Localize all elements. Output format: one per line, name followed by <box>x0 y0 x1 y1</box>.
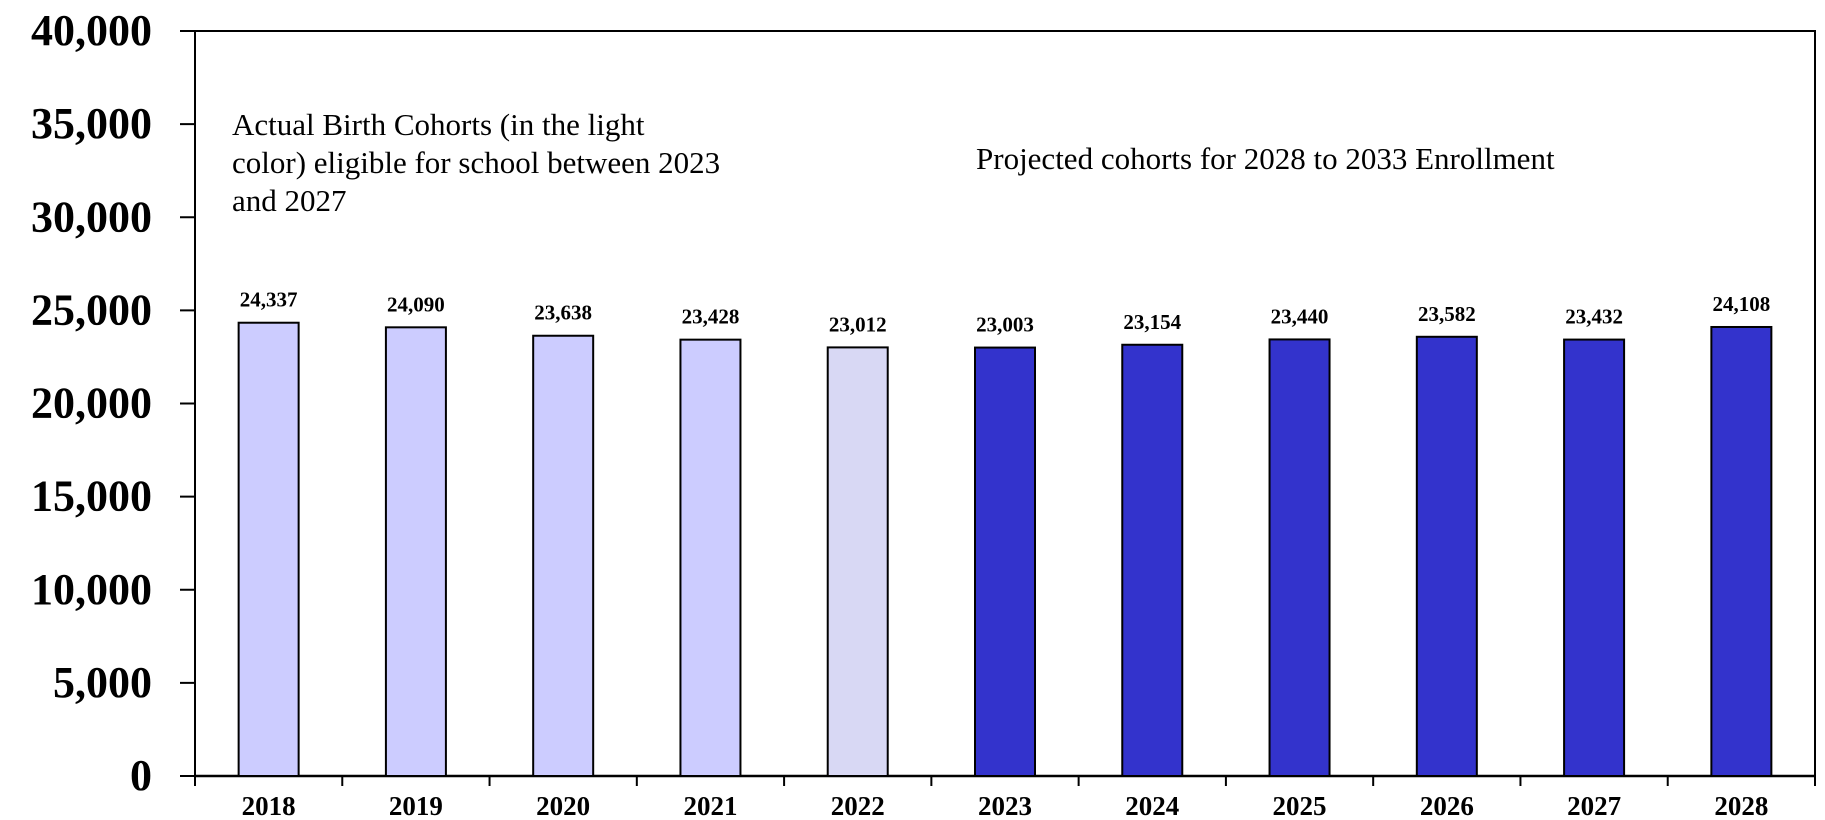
bars <box>237 321 1773 777</box>
bar <box>1415 335 1478 777</box>
projected-cohorts-note: Projected cohorts for 2028 to 2033 Enrol… <box>976 141 1555 176</box>
x-tick-label: 2020 <box>536 791 590 820</box>
bar-value-label: 23,154 <box>1123 310 1181 334</box>
actual-cohorts-note-line: Actual Birth Cohorts (in the light <box>232 107 645 142</box>
bar-value-label: 23,012 <box>829 312 887 336</box>
projected-cohorts-note-line: Projected cohorts for 2028 to 2033 Enrol… <box>976 141 1555 176</box>
bar-value-labels: 24,337 24,090 23,638 23,428 23,012 23,003 23,1… <box>240 288 1770 337</box>
y-tick-label: 20,000 <box>31 379 152 428</box>
bar <box>1121 343 1184 777</box>
actual-cohorts-note-line: color) eligible for school between 2023 <box>232 145 720 180</box>
y-axis: 0 5,000 10,000 15,000 20,000 25,000 30,000 35,0… <box>31 6 196 800</box>
x-tick-label: 2023 <box>978 791 1032 820</box>
x-tick-label: 2028 <box>1714 791 1768 820</box>
annotations: Actual Birth Cohorts (in the light color)… <box>232 107 1555 218</box>
bar <box>974 346 1036 777</box>
actual-cohorts-note: Actual Birth Cohorts (in the light color)… <box>232 107 720 218</box>
bar-value-label: 23,003 <box>976 313 1034 337</box>
y-tick-label: 30,000 <box>31 192 152 241</box>
bar <box>679 338 742 777</box>
x-tick-label: 2021 <box>683 791 737 820</box>
y-tick-label: 0 <box>130 751 152 800</box>
y-tick-label: 35,000 <box>31 99 152 148</box>
y-tick-label: 40,000 <box>31 6 152 55</box>
y-tick-label: 15,000 <box>31 472 152 521</box>
x-tick-label: 2025 <box>1273 791 1327 820</box>
bar-value-label: 24,108 <box>1712 292 1770 316</box>
bar-value-label: 23,428 <box>682 305 740 329</box>
actual-cohorts-note-line: and 2027 <box>232 183 347 218</box>
bar-value-label: 24,337 <box>240 288 298 312</box>
bar <box>826 346 889 777</box>
x-tick-label: 2019 <box>389 791 443 820</box>
y-tick-label: 5,000 <box>53 658 152 707</box>
bar <box>1268 338 1331 777</box>
bar <box>384 326 447 777</box>
x-tick-label: 2018 <box>242 791 296 820</box>
y-tick-label: 10,000 <box>31 565 152 614</box>
bar <box>237 321 300 777</box>
bar-value-label: 23,638 <box>534 301 592 325</box>
bar <box>532 334 595 777</box>
x-tick-label: 2024 <box>1125 791 1179 820</box>
bar-value-label: 23,582 <box>1418 302 1476 326</box>
x-tick-label: 2027 <box>1567 791 1621 820</box>
x-tick-label: 2022 <box>831 791 885 820</box>
x-tick-label: 2026 <box>1420 791 1474 820</box>
bar-value-label: 24,090 <box>387 292 445 316</box>
x-axis: 2018 2019 2020 2021 2022 2023 2024 2025 2026 2027… <box>194 774 1816 820</box>
bar-value-label: 23,432 <box>1565 305 1623 329</box>
y-tick-label: 25,000 <box>31 285 152 334</box>
bar <box>1710 325 1773 777</box>
bar-value-label: 23,440 <box>1271 304 1329 328</box>
bar <box>1563 338 1626 777</box>
